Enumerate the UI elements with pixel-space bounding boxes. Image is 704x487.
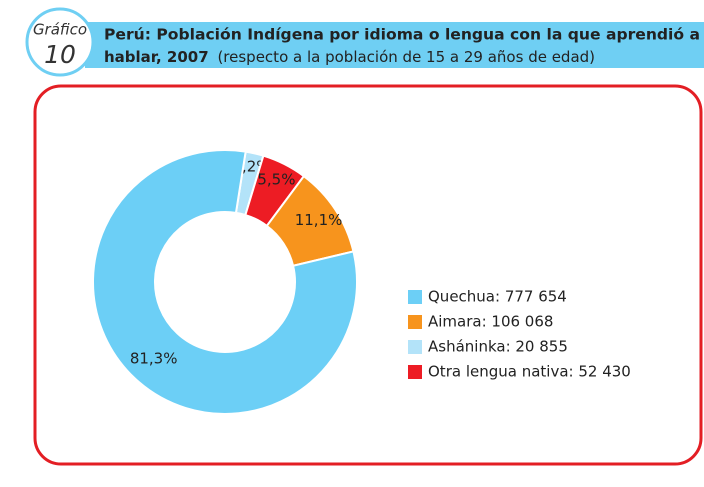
legend-swatch <box>408 315 422 329</box>
badge <box>25 7 95 77</box>
title-line: hablar, 2007 (respecto a la población de… <box>104 48 595 66</box>
badge-number: 10 <box>44 40 76 69</box>
donut-slice <box>92 149 358 415</box>
value-label: 5,5% <box>257 171 295 189</box>
value-label: 11,1% <box>295 211 343 229</box>
subtitle: (respecto a la población de 15 a 29 años… <box>217 48 595 66</box>
legend-label: Asháninka: 20 855 <box>428 338 568 356</box>
legend-swatch <box>408 290 422 304</box>
legend-label: Quechua: 777 654 <box>428 288 567 306</box>
title-line2: hablar, 2007 <box>104 48 209 66</box>
legend-swatch <box>408 340 422 354</box>
badge-word: Gráfico <box>33 21 87 39</box>
header-bar <box>85 22 704 68</box>
chart-title: Perú: Población Indígena por idioma o le… <box>104 26 700 44</box>
legend-swatch <box>408 365 422 379</box>
value-label: 81,3% <box>130 350 178 368</box>
legend-label: Otra lengua nativa: 52 430 <box>428 363 631 381</box>
legend-label: Aimara: 106 068 <box>428 313 553 331</box>
